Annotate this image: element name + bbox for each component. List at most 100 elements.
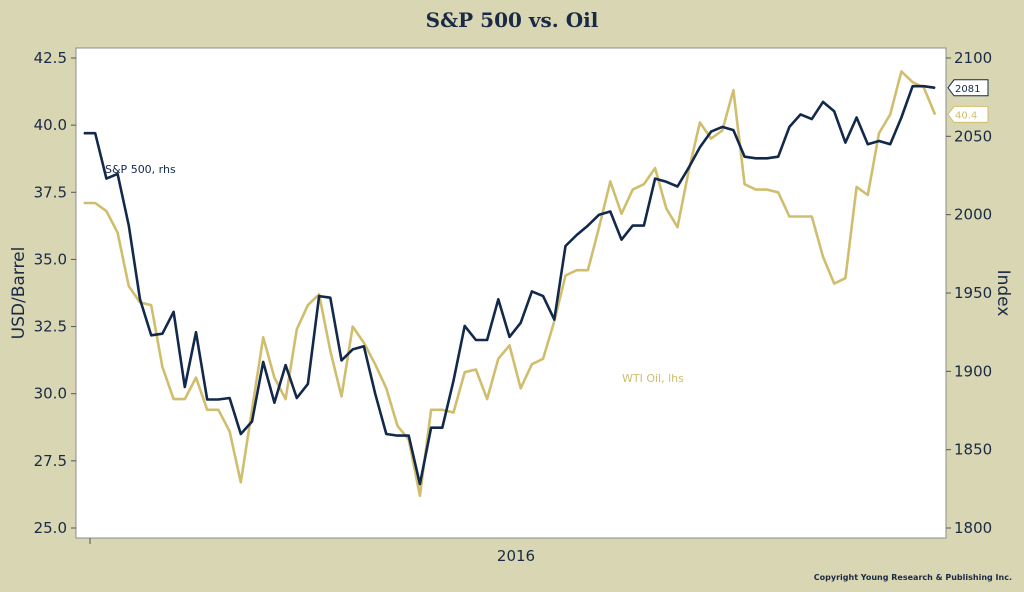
- wti-oil-data-point: [475, 368, 477, 371]
- sp500-data-point: [419, 483, 421, 485]
- wti-oil-data-point: [856, 186, 858, 188]
- wti-oil-data-point: [396, 425, 399, 427]
- sp500-data-point: [632, 225, 634, 227]
- wti-oil-data-point: [844, 277, 847, 279]
- sp500-data-point: [475, 339, 477, 341]
- sp500-end-tag-box: [947, 79, 989, 97]
- sp500-data-point: [856, 116, 858, 119]
- sp500-data-point: [576, 234, 578, 236]
- wti-oil-data-point: [766, 189, 768, 191]
- wti-oil-data-point: [777, 191, 779, 193]
- sp500-data-point: [240, 433, 242, 435]
- sp500-data-point: [833, 110, 835, 112]
- wti-oil-data-point: [542, 358, 544, 360]
- wti-oil-data-point: [296, 328, 298, 330]
- sp500-data-point: [340, 359, 343, 361]
- wti-oil-data-point: [833, 283, 835, 285]
- sp500-data-point: [811, 118, 813, 120]
- sp500-data-point: [128, 225, 130, 227]
- sp500-data-point: [251, 420, 253, 423]
- sp500-data-point: [710, 131, 712, 133]
- sp500-data-point: [564, 245, 567, 247]
- wti-oil-data-point: [352, 326, 354, 328]
- wti-oil-data-point: [318, 293, 320, 295]
- right-y-tick-label: 2100: [954, 49, 992, 67]
- sp500-data-point: [173, 311, 175, 313]
- sp500-data-point: [665, 181, 667, 183]
- wti-oil-data-point: [934, 113, 936, 115]
- sp500-data-point: [296, 397, 298, 399]
- wti-oil-data-point: [632, 189, 634, 191]
- sp500-data-point: [620, 239, 623, 241]
- sp500-data-point: [688, 167, 690, 169]
- sp500-data-point: [732, 129, 735, 131]
- sp500-data-point: [273, 402, 275, 404]
- sp500-data-point: [396, 435, 399, 437]
- wti-oil-data-point: [251, 409, 253, 411]
- left-y-tick-label: 25.0: [34, 519, 67, 537]
- wti-oil-data-point: [508, 344, 511, 346]
- sp500-data-point: [800, 113, 802, 115]
- wti-oil-data-point: [900, 70, 903, 72]
- wti-oil-data-point: [520, 387, 522, 389]
- wti-oil-data-point: [441, 409, 443, 411]
- x-axis: 2016: [89, 538, 535, 565]
- sp500-data-point: [161, 333, 163, 335]
- wti-oil-data-point: [217, 409, 219, 411]
- sp500-data-point: [598, 214, 600, 216]
- wti-oil-data-point: [307, 304, 309, 306]
- wti-oil-data-point: [732, 89, 735, 91]
- end-tags: 2081 40.4: [947, 79, 989, 123]
- wti-oil-data-point: [654, 167, 656, 169]
- sp500-data-point: [867, 143, 869, 145]
- sp500-data-point: [184, 386, 186, 388]
- sp500-data-point: [374, 392, 376, 394]
- sp500-end-tag-text: 2081: [955, 84, 980, 95]
- wti-oil-data-point: [94, 202, 96, 204]
- wti-oil-data-point: [598, 226, 600, 228]
- sp500-data-point: [195, 331, 197, 333]
- sp500-data-point: [755, 157, 757, 159]
- wti-oil-data-point: [374, 363, 376, 365]
- wti-oil-data-point: [867, 194, 869, 196]
- wti-oil-data-point: [676, 226, 679, 228]
- sp500-data-point: [923, 85, 925, 87]
- wti-oil-data-point: [240, 481, 242, 483]
- wti-oil-data-point: [173, 398, 175, 400]
- wti-oil-data-point: [889, 113, 891, 115]
- sp500-data-point: [105, 178, 107, 180]
- sp500-data-point: [531, 290, 533, 292]
- wti-oil-data-point: [206, 409, 208, 411]
- copyright-text: Copyright Young Research & Publishing In…: [814, 573, 1012, 582]
- sp500-data-point: [217, 398, 219, 401]
- sp500-data-point: [94, 132, 96, 134]
- right-y-tick-label: 1900: [954, 362, 992, 380]
- sp500-data-point: [285, 364, 287, 366]
- right-y-tick-label: 1800: [954, 519, 992, 537]
- left-y-tick-label: 40.0: [34, 116, 67, 134]
- left-y-axis-title: USD/Barrel: [9, 247, 29, 340]
- wti-oil-data-point: [643, 183, 645, 185]
- sp500-data-point: [889, 143, 891, 145]
- chart-title: S&P 500 vs. Oil: [426, 8, 599, 32]
- wti-oil-data-point: [800, 215, 802, 218]
- wti-oil-data-point: [340, 395, 343, 397]
- wti-oil-data-point: [788, 215, 791, 218]
- left-y-tick-label: 30.0: [34, 385, 67, 403]
- sp500-data-point: [844, 142, 847, 144]
- wti-oil-data-point: [665, 207, 667, 209]
- wti-oil-data-point: [497, 358, 499, 360]
- wti-oil-end-tag-text: 40.4: [955, 110, 977, 121]
- sp500-data-point: [150, 334, 152, 336]
- wti-oil-data-point: [822, 256, 824, 258]
- left-y-tick-label: 27.5: [34, 452, 67, 470]
- wti-oil-data-point: [363, 342, 365, 344]
- wti-oil-data-point: [452, 411, 455, 414]
- sp500-data-point: [788, 126, 791, 128]
- sp500-data-point: [822, 101, 824, 103]
- sp500-data-point: [408, 435, 410, 437]
- sp500-data-point: [452, 380, 455, 382]
- sp500-data-point: [318, 295, 320, 297]
- sp500-data-point: [766, 157, 768, 159]
